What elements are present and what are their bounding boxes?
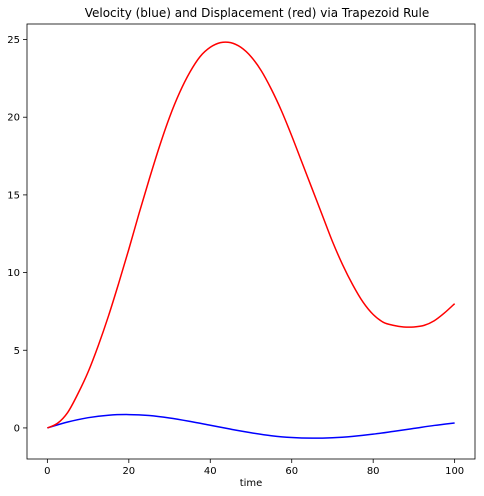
y-tick-label: 15: [7, 190, 20, 201]
y-tick-label: 5: [14, 346, 20, 357]
velocity-line: [47, 413, 455, 439]
y-tick-label: 0: [14, 423, 20, 434]
y-axis-ticks: 0 5 10 15 20 25: [7, 35, 27, 434]
x-axis-ticks: 0 20 40 60 80 100: [44, 459, 464, 477]
x-tick-label: 20: [122, 466, 135, 477]
x-tick-label: 80: [367, 466, 380, 477]
x-tick-label: 100: [445, 466, 464, 477]
series-group: [47, 41, 456, 439]
x-tick-label: 40: [204, 466, 217, 477]
plot-area-frame: [26, 23, 476, 460]
y-tick-label: 25: [7, 35, 20, 46]
x-axis-label: time: [240, 478, 263, 489]
chart-title: Velocity (blue) and Displacement (red) v…: [85, 6, 430, 20]
y-tick-label: 20: [7, 113, 20, 124]
x-tick-label: 60: [285, 466, 298, 477]
x-tick-label: 0: [44, 466, 50, 477]
y-tick-label: 10: [7, 268, 20, 279]
displacement-line: [47, 41, 456, 429]
